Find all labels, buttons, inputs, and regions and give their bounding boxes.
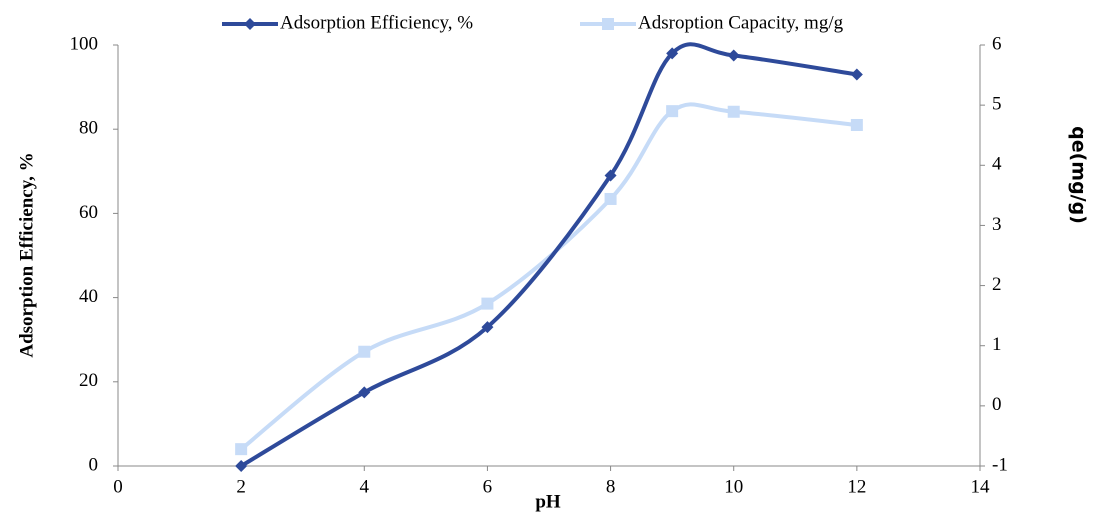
marker	[358, 345, 371, 358]
marker	[602, 18, 614, 30]
y2-tick-label: 4	[992, 154, 1002, 175]
y-tick-label: 0	[89, 454, 99, 475]
marker	[235, 460, 248, 472]
marker	[666, 47, 679, 60]
marker	[244, 18, 256, 30]
y2-tick-label: 2	[992, 274, 1002, 295]
y2-tick-label: 5	[992, 94, 1002, 115]
marker	[850, 68, 863, 81]
y2-tick-label: 3	[992, 214, 1002, 235]
x-tick-label: 10	[724, 476, 743, 497]
marker	[604, 192, 617, 205]
y-axis-title: Adsorption Efficiency, %	[16, 152, 37, 357]
y2-tick-label: 0	[992, 394, 1002, 415]
x-tick-label: 8	[606, 476, 616, 497]
legend-label: Adsroption Capacity, mg/g	[638, 12, 844, 33]
marker	[481, 321, 494, 334]
y2-axis-title: qe(mg/g)	[1068, 126, 1090, 224]
marker	[358, 386, 371, 399]
x-tick-label: 0	[113, 476, 123, 497]
marker	[604, 169, 617, 182]
y-tick-label: 80	[79, 118, 98, 139]
x-tick-label: 12	[847, 476, 866, 497]
y2-tick-label: 1	[992, 334, 1002, 355]
legend-label: Adsorption Efficiency, %	[280, 12, 473, 33]
x-tick-label: 2	[236, 476, 246, 497]
marker	[481, 297, 494, 310]
y-tick-label: 20	[79, 370, 98, 391]
y2-tick-label: 6	[992, 33, 1002, 54]
y-tick-label: 40	[79, 286, 98, 307]
x-tick-label: 14	[971, 476, 991, 497]
marker	[235, 443, 248, 456]
marker	[727, 105, 740, 118]
x-axis-title: pH	[535, 491, 561, 512]
x-tick-label: 4	[360, 476, 370, 497]
y-tick-label: 60	[79, 202, 98, 223]
y-tick-label: 100	[70, 33, 99, 54]
y2-tick-label: -1	[992, 454, 1008, 475]
x-tick-label: 6	[483, 476, 493, 497]
marker	[666, 105, 679, 118]
marker	[850, 118, 863, 131]
marker	[727, 49, 740, 62]
series-line	[239, 102, 858, 451]
